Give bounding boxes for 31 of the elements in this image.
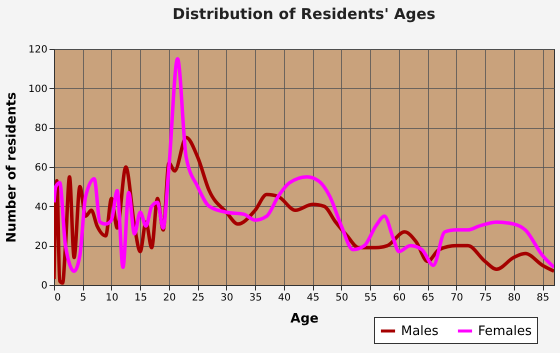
y-tick-label: 120 (28, 44, 48, 56)
x-tick-label: 50 (335, 292, 348, 304)
x-tick-label: 60 (392, 292, 406, 304)
line-series (54, 57, 554, 273)
x-tick-label: 55 (364, 292, 377, 304)
x-tick-label: 15 (134, 292, 148, 304)
x-tick-label: 45 (306, 292, 320, 304)
x-tick-label: 30 (220, 292, 234, 304)
x-tick-label: 35 (249, 292, 262, 304)
chart-title: Distribution of Residents' Ages (172, 5, 436, 23)
y-tick-label: 80 (34, 123, 48, 134)
x-tick-label: 70 (450, 292, 464, 304)
y-tick-label: 60 (34, 162, 48, 174)
x-tick-label: 0 (54, 292, 61, 304)
x-tick-label: 25 (192, 292, 205, 304)
y-tick-label: 20 (34, 241, 48, 252)
x-tick-label: 80 (508, 292, 521, 304)
legend-label: Males (401, 324, 439, 339)
x-tick-label: 40 (278, 292, 291, 304)
x-tick-label: 10 (106, 292, 118, 304)
y-tick-label: 40 (34, 202, 48, 213)
y-axis-title: Number of residents (4, 92, 20, 243)
y-tick-label: 100 (28, 84, 48, 95)
y-tick-label: 0 (41, 280, 48, 292)
legend-label: Females (478, 324, 532, 339)
x-tick-label: 85 (536, 292, 550, 304)
x-axis-title: Age (290, 312, 319, 326)
x-tick-label: 20 (163, 292, 176, 304)
x-tick-label: 65 (422, 292, 434, 304)
x-tick-label: 75 (479, 292, 492, 304)
x-tick-label: 5 (80, 292, 86, 304)
